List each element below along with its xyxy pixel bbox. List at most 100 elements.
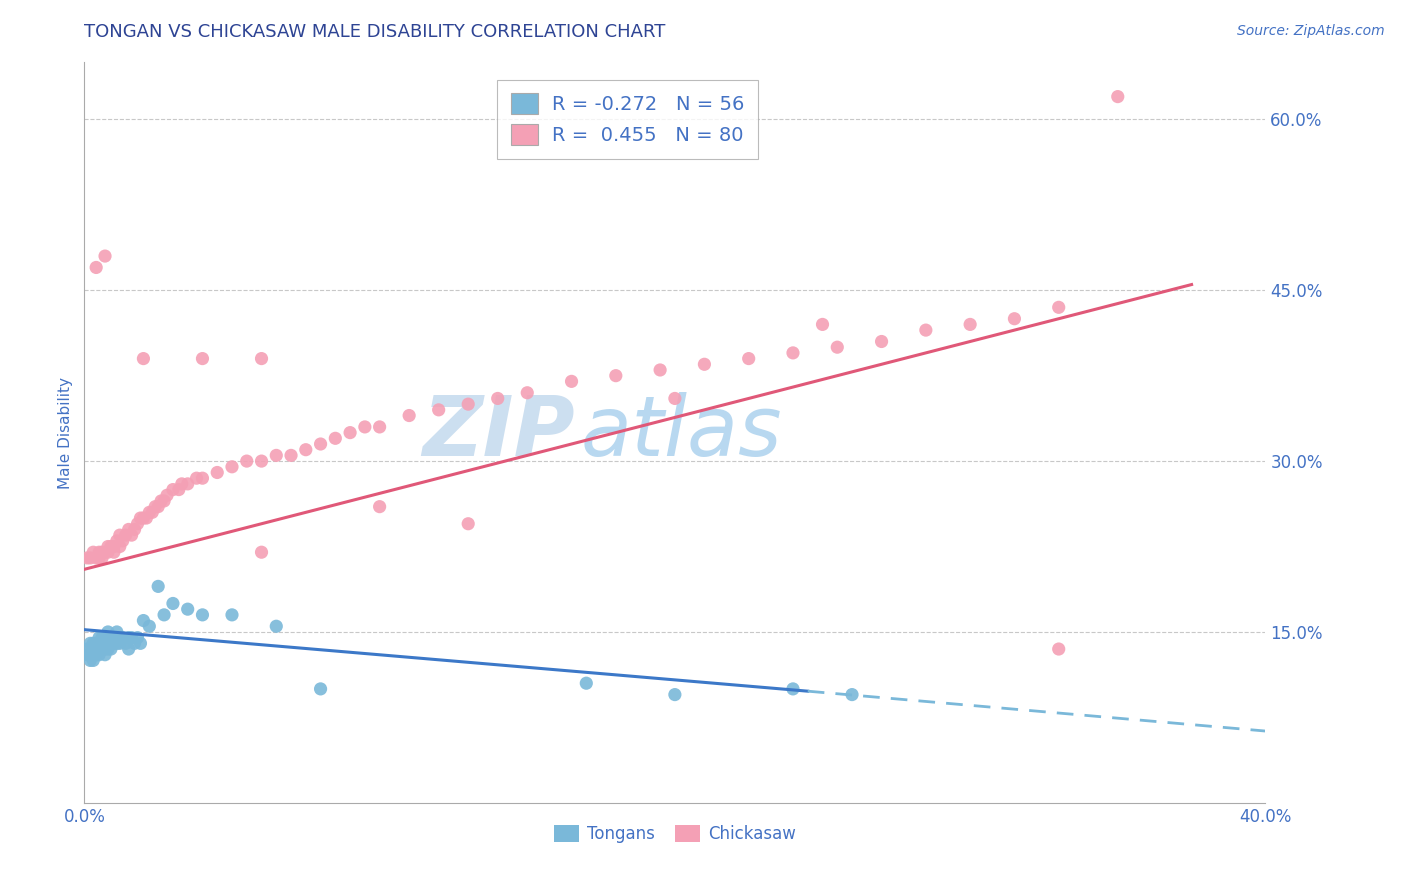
Tongans xyxy=(127,631,149,645)
Chickasaw xyxy=(138,505,160,519)
Text: ZIP: ZIP xyxy=(422,392,575,473)
Chickasaw xyxy=(782,346,804,360)
Tongans xyxy=(266,619,288,633)
Tongans xyxy=(82,636,104,650)
Chickasaw xyxy=(94,249,117,263)
Tongans xyxy=(118,631,141,645)
Tongans xyxy=(162,597,184,611)
Tongans xyxy=(87,642,111,657)
Tongans xyxy=(87,636,111,650)
Chickasaw xyxy=(170,476,193,491)
Chickasaw xyxy=(127,516,149,531)
Tongans xyxy=(782,681,804,696)
Chickasaw xyxy=(191,471,214,485)
Chickasaw xyxy=(148,500,170,514)
Tongans xyxy=(108,636,131,650)
Tongans xyxy=(82,653,104,667)
Tongans xyxy=(76,642,98,657)
Chickasaw xyxy=(1047,301,1070,315)
Chickasaw xyxy=(427,402,450,417)
Tongans xyxy=(91,631,114,645)
Chickasaw xyxy=(141,505,163,519)
Chickasaw xyxy=(339,425,361,440)
Tongans xyxy=(129,636,152,650)
Chickasaw xyxy=(457,516,479,531)
Chickasaw xyxy=(605,368,627,383)
Chickasaw xyxy=(87,550,111,565)
Tongans xyxy=(97,624,120,639)
Tongans xyxy=(108,631,131,645)
Chickasaw xyxy=(150,494,173,508)
Chickasaw xyxy=(84,260,107,275)
Chickasaw xyxy=(1047,642,1070,657)
Tongans xyxy=(100,642,122,657)
Chickasaw xyxy=(135,511,157,525)
Tongans xyxy=(103,636,125,650)
Chickasaw xyxy=(309,437,332,451)
Tongans xyxy=(94,642,117,657)
Tongans xyxy=(177,602,200,616)
Chickasaw xyxy=(91,545,114,559)
Chickasaw xyxy=(162,483,184,497)
Chickasaw xyxy=(870,334,893,349)
Chickasaw xyxy=(221,459,243,474)
Chickasaw xyxy=(236,454,259,468)
Tongans xyxy=(103,631,125,645)
Chickasaw xyxy=(79,550,101,565)
Tongans xyxy=(82,642,104,657)
Tongans xyxy=(664,688,686,702)
Tongans xyxy=(124,636,146,650)
Chickasaw xyxy=(250,351,273,366)
Chickasaw xyxy=(94,545,117,559)
Chickasaw xyxy=(129,511,152,525)
Chickasaw xyxy=(354,420,377,434)
Chickasaw xyxy=(156,488,179,502)
Tongans xyxy=(148,579,170,593)
Tongans xyxy=(94,648,117,662)
Chickasaw xyxy=(167,483,190,497)
Y-axis label: Male Disability: Male Disability xyxy=(58,376,73,489)
Chickasaw xyxy=(457,397,479,411)
Tongans xyxy=(191,607,214,622)
Text: Source: ZipAtlas.com: Source: ZipAtlas.com xyxy=(1237,24,1385,38)
Chickasaw xyxy=(84,550,107,565)
Chickasaw xyxy=(250,545,273,559)
Chickasaw xyxy=(108,540,131,554)
Chickasaw xyxy=(368,500,391,514)
Chickasaw xyxy=(121,528,143,542)
Tongans xyxy=(84,648,107,662)
Tongans xyxy=(118,642,141,657)
Chickasaw xyxy=(827,340,849,354)
Chickasaw xyxy=(959,318,981,332)
Chickasaw xyxy=(915,323,938,337)
Chickasaw xyxy=(97,545,120,559)
Tongans xyxy=(76,648,98,662)
Tongans xyxy=(94,631,117,645)
Chickasaw xyxy=(118,523,141,537)
Chickasaw xyxy=(250,454,273,468)
Chickasaw xyxy=(398,409,420,423)
Legend: Tongans, Chickasaw: Tongans, Chickasaw xyxy=(547,819,803,850)
Chickasaw xyxy=(108,528,131,542)
Chickasaw xyxy=(693,357,716,371)
Tongans xyxy=(132,614,155,628)
Chickasaw xyxy=(87,545,111,559)
Chickasaw xyxy=(811,318,834,332)
Tongans xyxy=(91,642,114,657)
Tongans xyxy=(94,636,117,650)
Chickasaw xyxy=(280,449,302,463)
Tongans xyxy=(91,636,114,650)
Chickasaw xyxy=(207,466,229,480)
Chickasaw xyxy=(97,540,120,554)
Tongans xyxy=(100,636,122,650)
Tongans xyxy=(97,631,120,645)
Tongans xyxy=(79,648,101,662)
Tongans xyxy=(84,636,107,650)
Chickasaw xyxy=(177,476,200,491)
Tongans xyxy=(309,681,332,696)
Tongans xyxy=(153,607,176,622)
Tongans xyxy=(105,624,128,639)
Chickasaw xyxy=(105,533,128,548)
Tongans xyxy=(82,648,104,662)
Chickasaw xyxy=(738,351,761,366)
